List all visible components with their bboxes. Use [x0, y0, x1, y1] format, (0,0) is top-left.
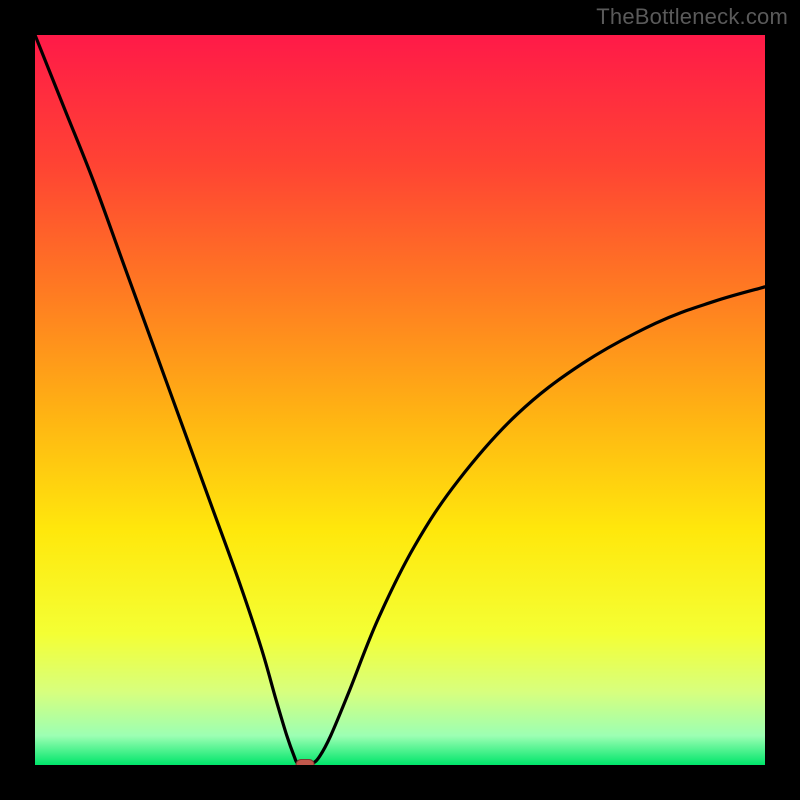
bottleneck-chart — [0, 0, 800, 800]
figure-root: TheBottleneck.com — [0, 0, 800, 800]
watermark-text: TheBottleneck.com — [596, 4, 788, 30]
plot-background — [35, 35, 765, 765]
